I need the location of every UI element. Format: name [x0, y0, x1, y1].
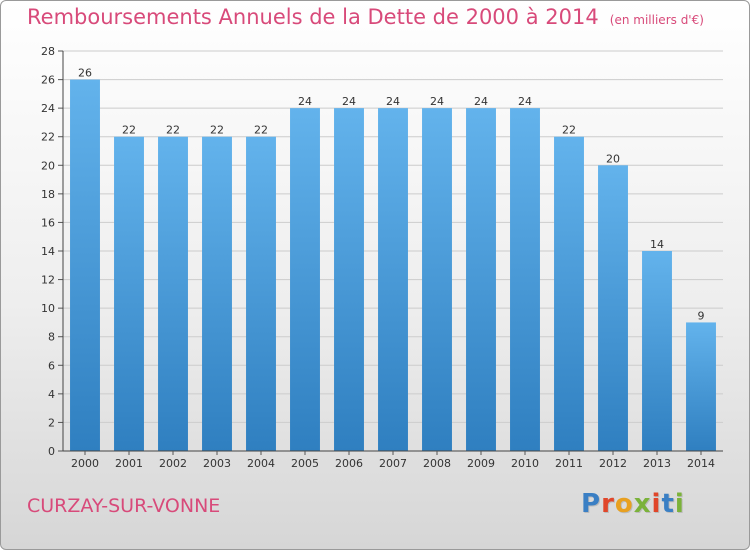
- bar-value-label: 26: [78, 67, 92, 80]
- commune-name: CURZAY-SUR-VONNE: [27, 495, 221, 517]
- bar: [378, 108, 408, 452]
- bar-value-label: 9: [698, 309, 705, 322]
- logo-letter: o: [614, 489, 634, 519]
- bar-value-label: 22: [166, 124, 180, 137]
- y-tick-label: 24: [41, 102, 55, 115]
- bar-value-label: 24: [386, 95, 400, 108]
- chart-title: Remboursements Annuels de la Dette de 20…: [27, 5, 599, 29]
- x-tick-label: 2010: [511, 457, 539, 470]
- bar: [422, 108, 452, 452]
- x-tick-label: 2002: [159, 457, 187, 470]
- bar-value-label: 24: [430, 95, 444, 108]
- x-tick-label: 2004: [247, 457, 275, 470]
- y-tick-label: 26: [41, 74, 55, 87]
- bar-value-label: 22: [122, 124, 136, 137]
- bar-value-label: 22: [210, 124, 224, 137]
- y-tick-label: 12: [41, 274, 55, 287]
- bar: [246, 136, 276, 451]
- bar: [554, 136, 584, 451]
- bar-value-label: 24: [518, 95, 532, 108]
- y-tick-label: 0: [48, 445, 55, 458]
- y-tick-label: 14: [41, 245, 55, 258]
- bar: [334, 108, 364, 452]
- logo-letter: i: [674, 489, 685, 519]
- logo-letter: P: [581, 489, 602, 519]
- x-tick-label: 2000: [71, 457, 99, 470]
- y-tick-label: 6: [48, 359, 55, 372]
- bar: [114, 136, 144, 451]
- chart-subtitle: (en milliers d'€): [609, 13, 704, 27]
- y-tick-label: 8: [48, 331, 55, 344]
- bar: [510, 108, 540, 452]
- bar: [466, 108, 496, 452]
- logo-letter: t: [661, 489, 675, 519]
- logo-letter: i: [651, 489, 662, 519]
- x-tick-label: 2009: [467, 457, 495, 470]
- bar-value-label: 22: [562, 124, 576, 137]
- bar: [202, 136, 232, 451]
- x-tick-label: 2008: [423, 457, 451, 470]
- x-tick-label: 2012: [599, 457, 627, 470]
- x-tick-label: 2014: [687, 457, 715, 470]
- x-tick-label: 2001: [115, 457, 143, 470]
- proxiti-logo: Proxiti: [581, 489, 685, 519]
- chart-title-block: Remboursements Annuels de la Dette de 20…: [27, 5, 704, 29]
- x-tick-label: 2007: [379, 457, 407, 470]
- bar: [642, 251, 672, 451]
- y-tick-label: 16: [41, 216, 55, 229]
- y-tick-label: 20: [41, 159, 55, 172]
- y-tick-label: 10: [41, 302, 55, 315]
- logo-letter: r: [601, 489, 615, 519]
- x-tick-label: 2005: [291, 457, 319, 470]
- logo-letter: x: [633, 489, 652, 519]
- x-tick-label: 2003: [203, 457, 231, 470]
- bar: [686, 322, 716, 451]
- bar-value-label: 14: [650, 238, 664, 251]
- bar-value-label: 22: [254, 124, 268, 137]
- y-tick-label: 28: [41, 45, 55, 58]
- bar: [598, 165, 628, 452]
- x-tick-label: 2011: [555, 457, 583, 470]
- y-tick-label: 18: [41, 188, 55, 201]
- y-tick-label: 22: [41, 131, 55, 144]
- y-tick-label: 4: [48, 388, 55, 401]
- bar-value-label: 24: [474, 95, 488, 108]
- bar-value-label: 24: [342, 95, 356, 108]
- bar: [70, 79, 100, 452]
- bar-value-label: 24: [298, 95, 312, 108]
- x-tick-label: 2013: [643, 457, 671, 470]
- bar: [290, 108, 320, 452]
- bar-value-label: 20: [606, 152, 620, 165]
- bar: [158, 136, 188, 451]
- bars: 26 22 22 22 22 24 24 24 24 24 24 22 20 14 9: [70, 67, 716, 452]
- y-tick-label: 2: [48, 416, 55, 429]
- x-tick-label: 2006: [335, 457, 363, 470]
